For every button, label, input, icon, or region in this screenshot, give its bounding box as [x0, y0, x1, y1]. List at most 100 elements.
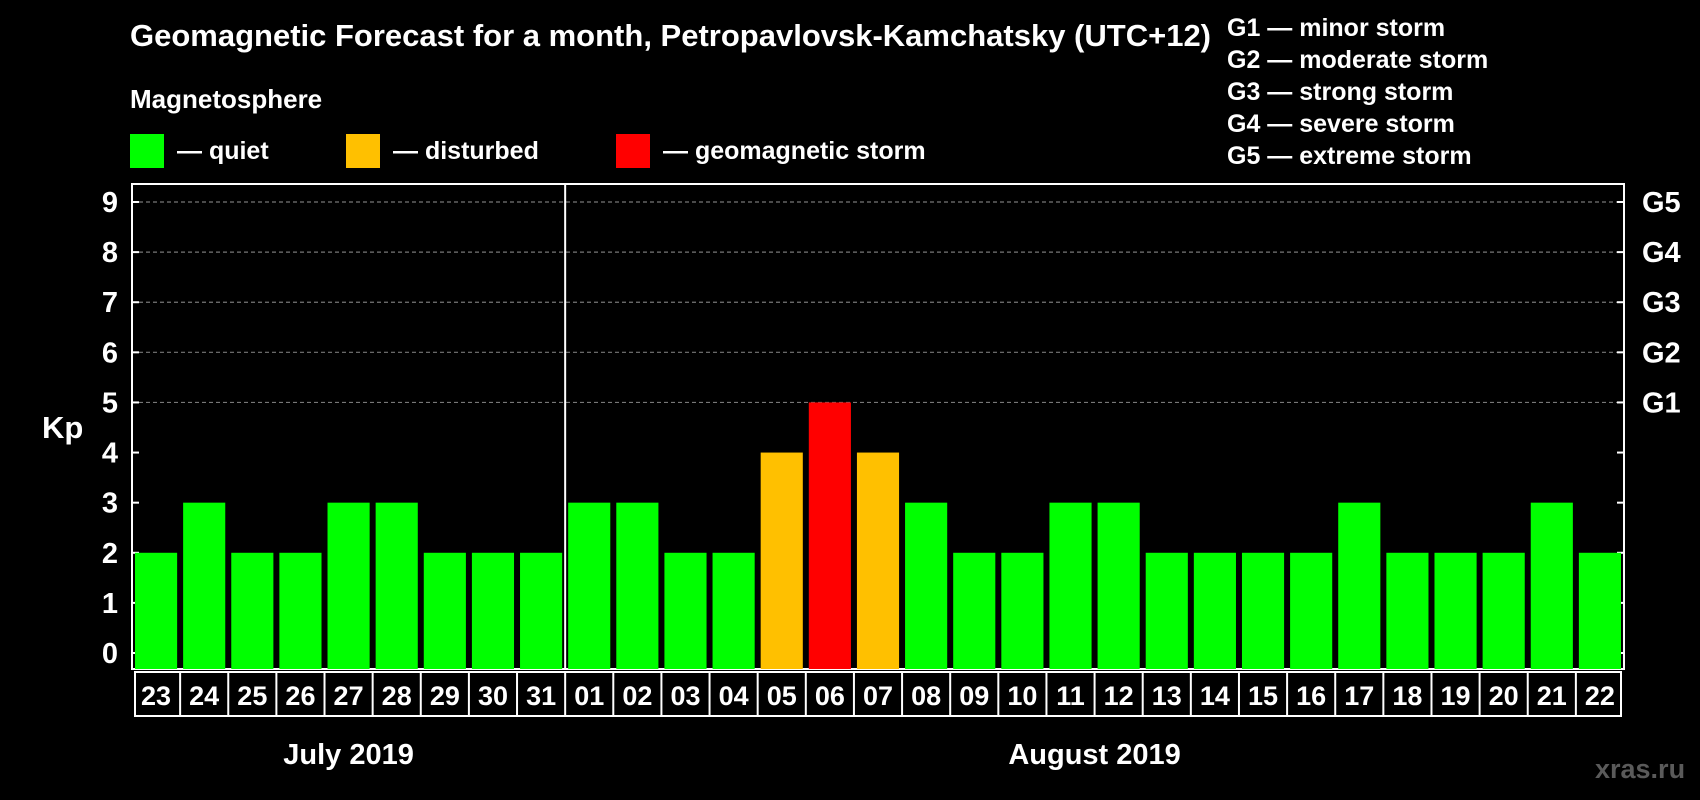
day-row	[134, 671, 1622, 717]
x-tick-label: 16	[1296, 681, 1326, 711]
bar	[1097, 502, 1140, 669]
bar	[856, 452, 900, 669]
bar	[520, 552, 563, 669]
storm-scale-g4: G4 — severe storm	[1227, 110, 1455, 138]
legend-item-storm: — geomagnetic storm	[616, 134, 926, 168]
bar	[1386, 552, 1429, 669]
y-tick-label: 4	[102, 438, 118, 470]
month-label: August 2019	[1008, 739, 1180, 771]
storm-scale-g1: G1 — minor storm	[1227, 14, 1446, 42]
storm-level-label: G3	[1642, 287, 1681, 319]
x-tick-label: 30	[478, 681, 508, 711]
bar	[760, 452, 803, 669]
storm-level-label: G5	[1642, 187, 1681, 219]
y-tick-label: 7	[102, 287, 118, 319]
bar	[1241, 552, 1285, 669]
bar	[1578, 552, 1621, 669]
bar	[1434, 552, 1477, 669]
x-tick-label: 12	[1104, 681, 1134, 711]
x-tick-label: 10	[1007, 681, 1037, 711]
legend-label-storm: — geomagnetic storm	[663, 136, 926, 165]
x-tick-label: 14	[1200, 681, 1230, 711]
month-label: July 2019	[283, 739, 414, 771]
storm-scale-g2: G2 — moderate storm	[1227, 46, 1489, 74]
bar	[1482, 552, 1525, 669]
bar	[1001, 552, 1044, 669]
legend-swatch-disturbed	[346, 134, 380, 168]
x-tick-label: 05	[767, 681, 797, 711]
x-tick-label: 21	[1537, 681, 1567, 711]
y-tick-label: 3	[102, 488, 118, 520]
x-tick-label: 20	[1489, 681, 1519, 711]
y-tick-label: 0	[102, 638, 118, 670]
bar	[183, 502, 226, 669]
x-tick-label: 26	[285, 681, 315, 711]
y-axis-label: Kp	[42, 410, 84, 445]
x-tick-label: 04	[719, 681, 749, 711]
bar	[471, 552, 515, 669]
legend-heading: Magnetosphere	[130, 84, 323, 114]
y-tick-label: 9	[102, 187, 118, 219]
bar	[1193, 552, 1236, 669]
x-tick-label: 15	[1248, 681, 1278, 711]
chart-title: Geomagnetic Forecast for a month, Petrop…	[130, 18, 1212, 53]
storm-scale-g5: G5 — extreme storm	[1227, 142, 1472, 170]
storm-level-label: G1	[1642, 387, 1681, 419]
y-tick-label: 2	[102, 538, 118, 570]
bar	[1290, 552, 1333, 669]
x-tick-label: 28	[382, 681, 412, 711]
x-tick-label: 22	[1585, 681, 1615, 711]
storm-scale-legend: G1 — minor storm G2 — moderate storm G3 …	[1227, 12, 1488, 172]
legend-item-disturbed: — disturbed	[346, 134, 539, 168]
legend-label-disturbed: — disturbed	[393, 136, 539, 165]
bar	[423, 552, 466, 669]
legend-swatch-storm	[616, 134, 650, 168]
y-tick-label: 6	[102, 337, 118, 369]
x-tick-label: 29	[430, 681, 460, 711]
x-tick-label: 11	[1056, 681, 1085, 711]
legend-label-quiet: — quiet	[177, 136, 269, 165]
legend-item-quiet: — quiet	[130, 134, 269, 168]
x-tick-label: 18	[1392, 681, 1422, 711]
x-tick-label: 17	[1344, 681, 1374, 711]
watermark: xras.ru	[1595, 754, 1686, 784]
storm-level-label: G2	[1642, 337, 1681, 369]
bar	[664, 552, 707, 669]
bar	[1530, 502, 1573, 669]
bar	[1049, 502, 1092, 669]
x-tick-label: 02	[622, 681, 652, 711]
y-tick-label: 5	[102, 387, 118, 419]
bar	[327, 502, 370, 669]
x-tick-label: 13	[1152, 681, 1182, 711]
y-tick-label: 1	[102, 588, 118, 620]
bar	[279, 552, 322, 669]
bar	[808, 402, 851, 669]
x-tick-label: 23	[141, 681, 171, 711]
storm-scale-g3: G3 — strong storm	[1227, 78, 1454, 106]
bar	[375, 502, 418, 669]
x-tick-label: 08	[911, 681, 941, 711]
bar	[712, 552, 755, 669]
x-tick-label: 06	[815, 681, 845, 711]
x-tick-label: 31	[526, 681, 556, 711]
x-tick-label: 01	[574, 681, 604, 711]
x-tick-label: 07	[863, 681, 893, 711]
x-tick-label: 24	[189, 681, 219, 711]
x-tick-label: 09	[959, 681, 989, 711]
bar	[1145, 552, 1188, 669]
bar	[231, 552, 274, 669]
x-tick-label: 27	[334, 681, 364, 711]
bar	[568, 502, 611, 669]
bar	[953, 552, 996, 669]
x-tick-label: 25	[237, 681, 267, 711]
bar	[616, 502, 659, 669]
y-tick-label: 8	[102, 237, 118, 269]
legend-swatch-quiet	[130, 134, 164, 168]
bar	[905, 502, 948, 669]
x-tick-label: 19	[1441, 681, 1471, 711]
x-tick-label: 03	[670, 681, 700, 711]
bar	[1338, 502, 1381, 669]
storm-level-label: G4	[1642, 237, 1681, 269]
bar	[135, 552, 178, 669]
